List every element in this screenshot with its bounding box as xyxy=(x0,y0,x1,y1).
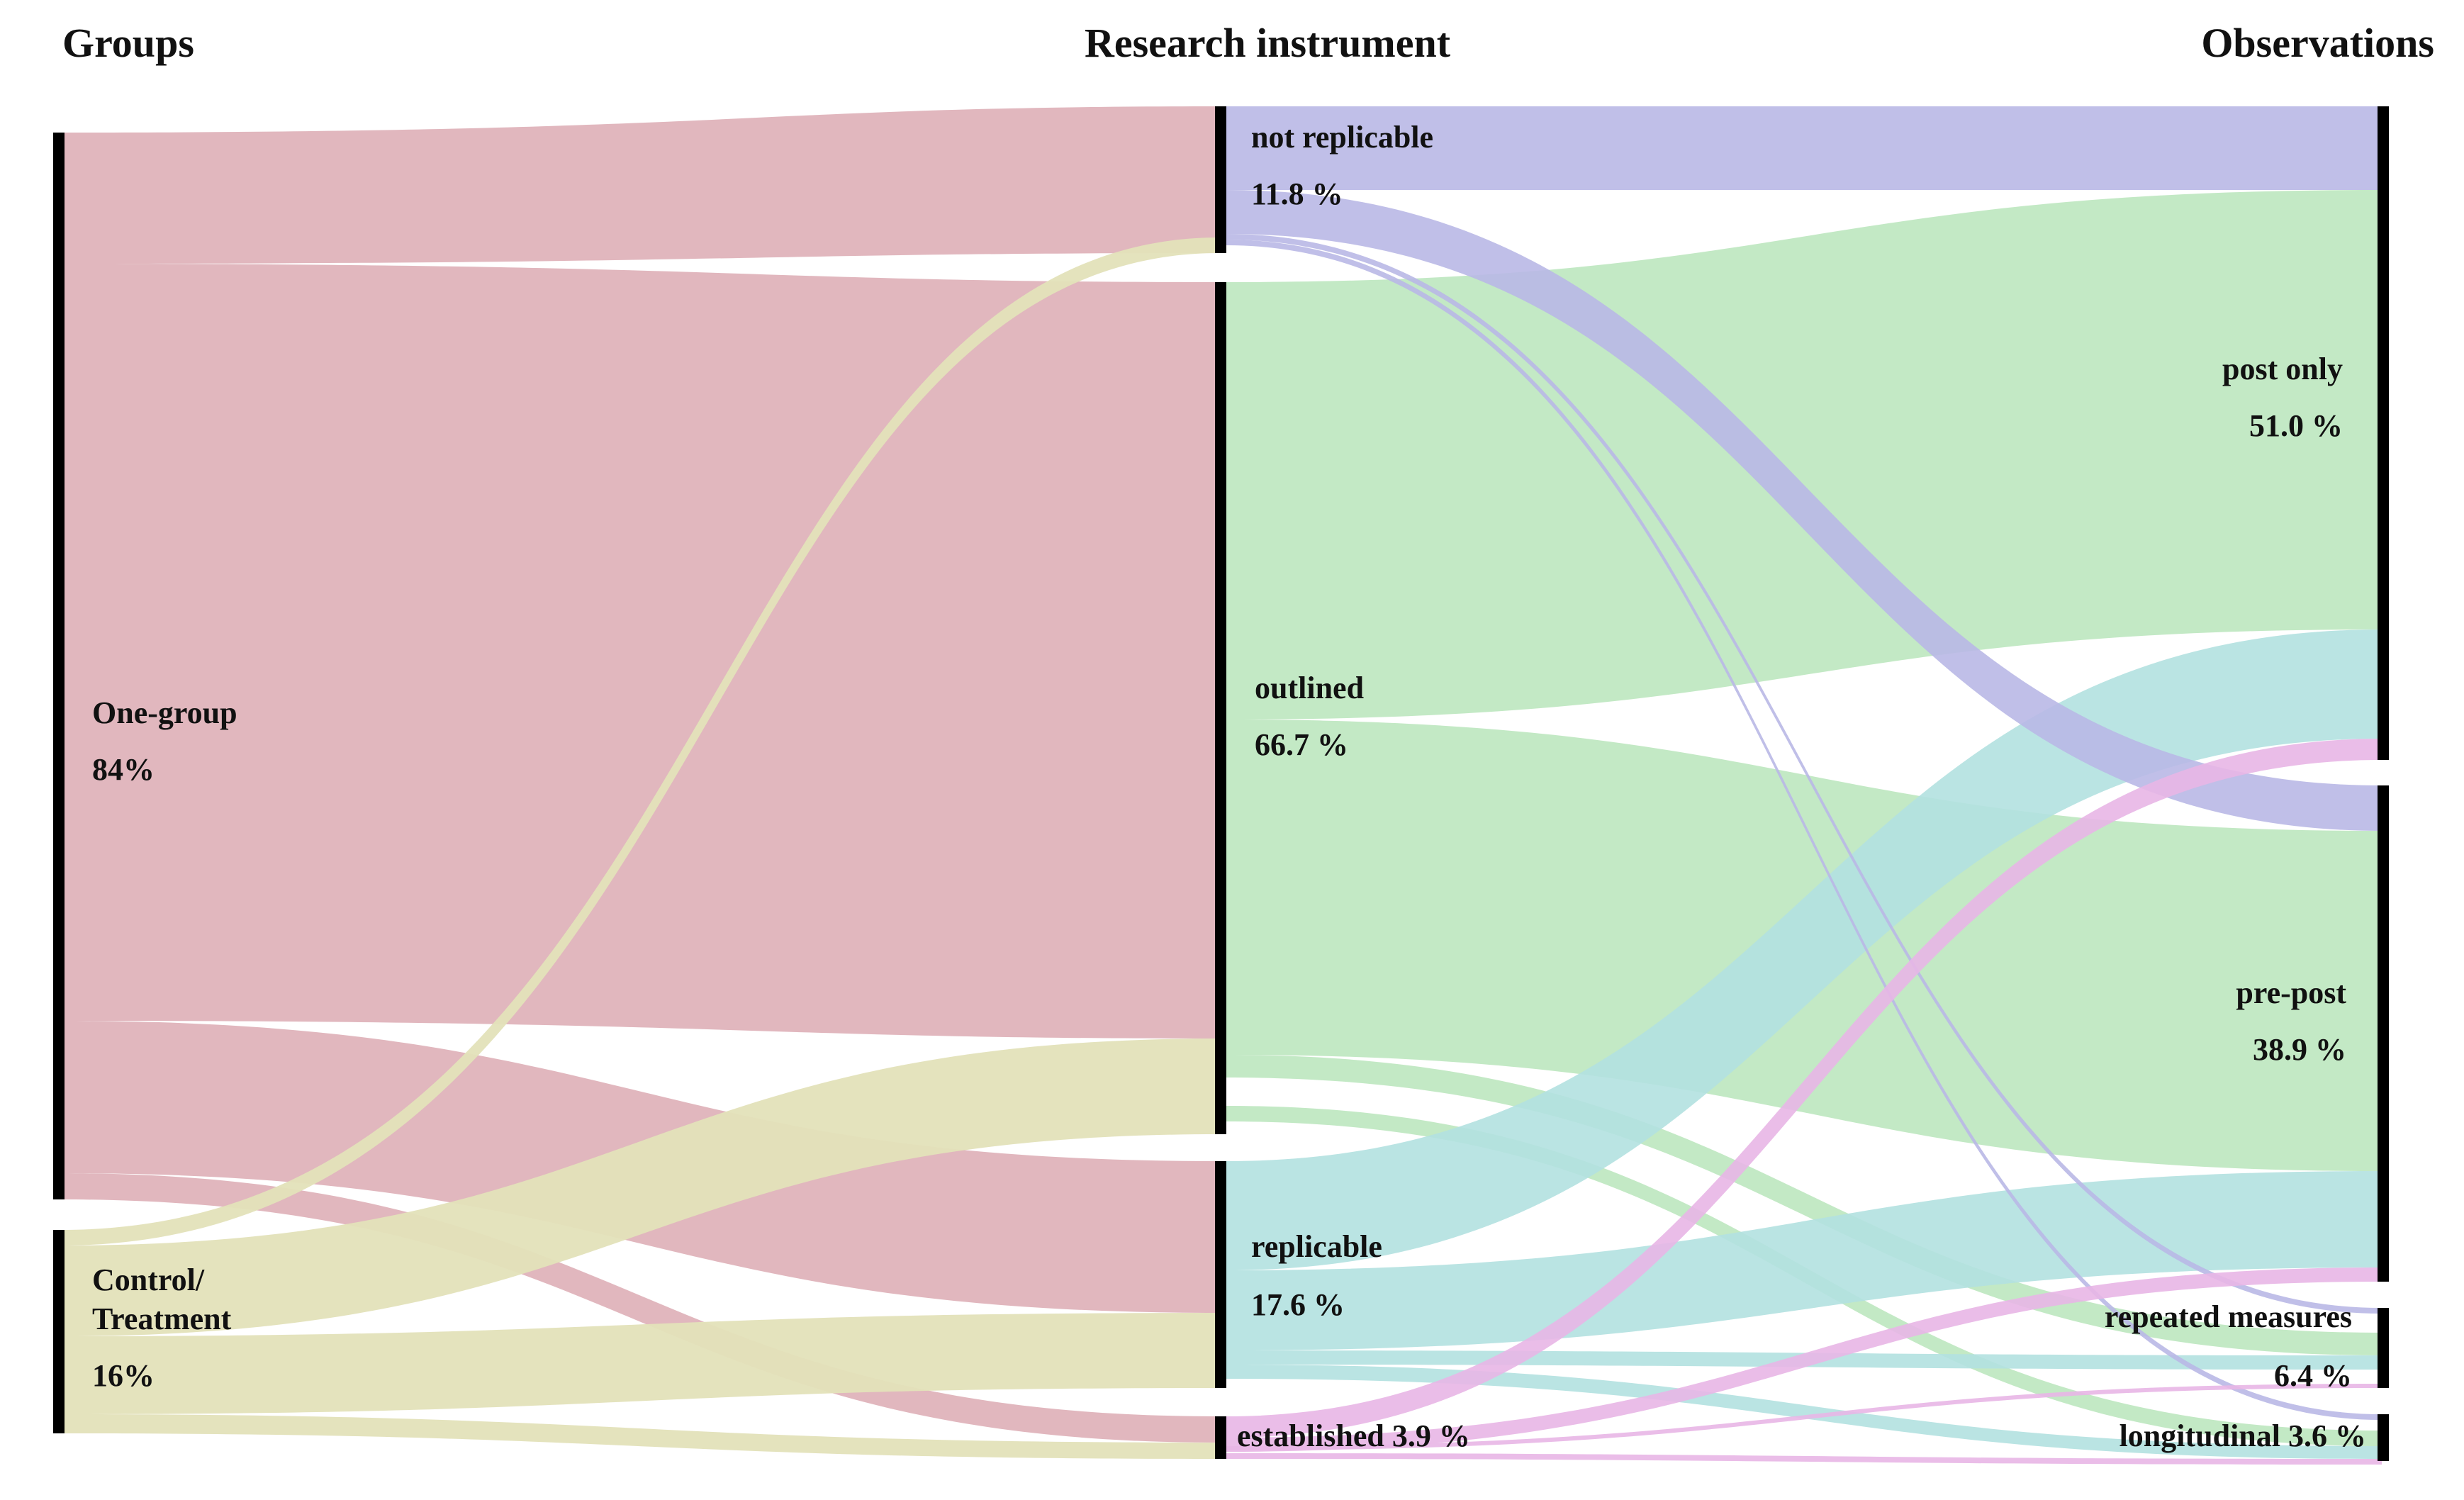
label-established: established 3.9 % xyxy=(1237,1418,1470,1453)
flow-one-group-to-outlined xyxy=(60,264,1219,1039)
flow-established-to-pre-post xyxy=(1226,1267,2382,1452)
flow-replicable-to-post-only xyxy=(1226,629,2382,1270)
column-title-observations: Observations xyxy=(2201,20,2434,66)
label-outlined-value: 66.7 % xyxy=(1255,727,1348,762)
flow-outlined-to-repeated xyxy=(1226,1055,2382,1355)
label-control-line1: Control/ xyxy=(92,1263,205,1297)
flow-established-to-post-only xyxy=(1226,739,2382,1438)
node-bars xyxy=(53,106,2389,1461)
label-replicable-name: replicable xyxy=(1251,1229,1382,1264)
bar-control xyxy=(53,1230,65,1433)
flow-established-to-repeated xyxy=(1226,1384,2382,1450)
bar-post-only xyxy=(2378,106,2389,760)
bar-one-group xyxy=(53,133,65,1199)
flow-control-to-replicable xyxy=(60,1313,1219,1414)
flow-one-group-to-established xyxy=(60,1173,1219,1443)
label-longitudinal: longitudinal 3.6 % xyxy=(2119,1418,2366,1453)
node-labels: One-group 84% Control/ Treatment 16% not… xyxy=(92,120,2366,1453)
label-post-only-value: 51.0 % xyxy=(2249,408,2343,443)
right-flows xyxy=(1226,106,2382,1465)
label-replicable-value: 17.6 % xyxy=(1251,1287,1345,1322)
label-post-only-name: post only xyxy=(2222,352,2343,386)
column-title-groups: Groups xyxy=(62,20,194,66)
label-pre-post-name: pre-post xyxy=(2236,975,2346,1010)
flow-control-to-established xyxy=(60,1414,1219,1459)
label-outlined-name: outlined xyxy=(1255,671,1364,705)
flow-one-group-to-not-replicable xyxy=(60,106,1219,264)
label-not-replicable-value: 11.8 % xyxy=(1251,177,1343,211)
bar-pre-post xyxy=(2378,785,2389,1282)
label-control-value: 16% xyxy=(92,1358,155,1393)
bar-longitudinal xyxy=(2378,1414,2389,1461)
label-one-group-name: One-group xyxy=(92,695,237,730)
flow-not-replicable-to-post-only xyxy=(1226,106,2382,190)
flow-replicable-to-pre-post xyxy=(1226,1171,2382,1350)
flow-not-replicable-to-pre-post xyxy=(1226,190,2382,831)
bar-established xyxy=(1215,1416,1226,1459)
flow-control-to-outlined xyxy=(60,1039,1219,1336)
label-pre-post-value: 38.9 % xyxy=(2253,1032,2346,1067)
flow-replicable-to-longitudinal xyxy=(1226,1365,2382,1459)
bar-repeated xyxy=(2378,1308,2389,1388)
flow-outlined-to-post-only xyxy=(1226,190,2382,720)
column-title-instrument: Research instrument xyxy=(1085,20,1451,66)
label-repeated-value: 6.4 % xyxy=(2274,1358,2352,1393)
bar-replicable xyxy=(1215,1161,1226,1388)
label-not-replicable-name: not replicable xyxy=(1251,120,1433,155)
bar-not-replicable xyxy=(1215,106,1226,253)
flow-established-to-longitudinal xyxy=(1226,1453,2382,1465)
bar-outlined xyxy=(1215,282,1226,1134)
label-repeated-name: repeated measures xyxy=(2105,1299,2352,1334)
left-flows xyxy=(60,106,1219,1459)
label-control-line2: Treatment xyxy=(92,1302,232,1336)
label-one-group-value: 84% xyxy=(92,752,155,787)
